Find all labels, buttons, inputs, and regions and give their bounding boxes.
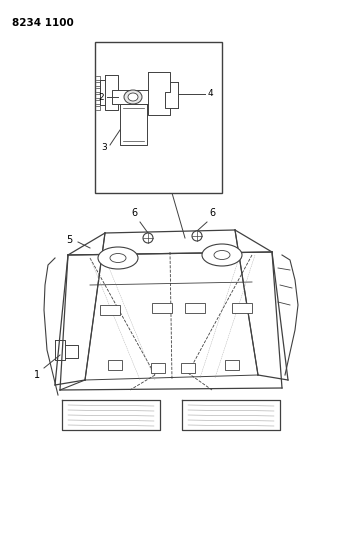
Bar — [152, 303, 172, 313]
Text: 5: 5 — [66, 235, 72, 245]
Ellipse shape — [202, 244, 242, 266]
Ellipse shape — [214, 251, 230, 260]
Circle shape — [192, 231, 202, 241]
Bar — [108, 360, 122, 370]
Ellipse shape — [128, 93, 138, 101]
Text: 4: 4 — [208, 90, 214, 99]
Bar — [151, 363, 165, 373]
Text: 6: 6 — [209, 208, 215, 218]
Circle shape — [143, 233, 153, 243]
Ellipse shape — [110, 254, 126, 262]
Bar — [181, 363, 195, 373]
Bar — [225, 360, 239, 370]
Text: 6: 6 — [132, 208, 138, 218]
Text: 3: 3 — [101, 143, 107, 152]
Text: 1: 1 — [34, 370, 40, 380]
Bar — [185, 303, 205, 313]
Ellipse shape — [124, 90, 142, 104]
Text: 8234 1100: 8234 1100 — [12, 18, 74, 28]
Bar — [100, 305, 120, 315]
Bar — [95, 42, 222, 193]
Text: 2: 2 — [98, 93, 104, 101]
Bar — [232, 303, 252, 313]
Ellipse shape — [98, 247, 138, 269]
